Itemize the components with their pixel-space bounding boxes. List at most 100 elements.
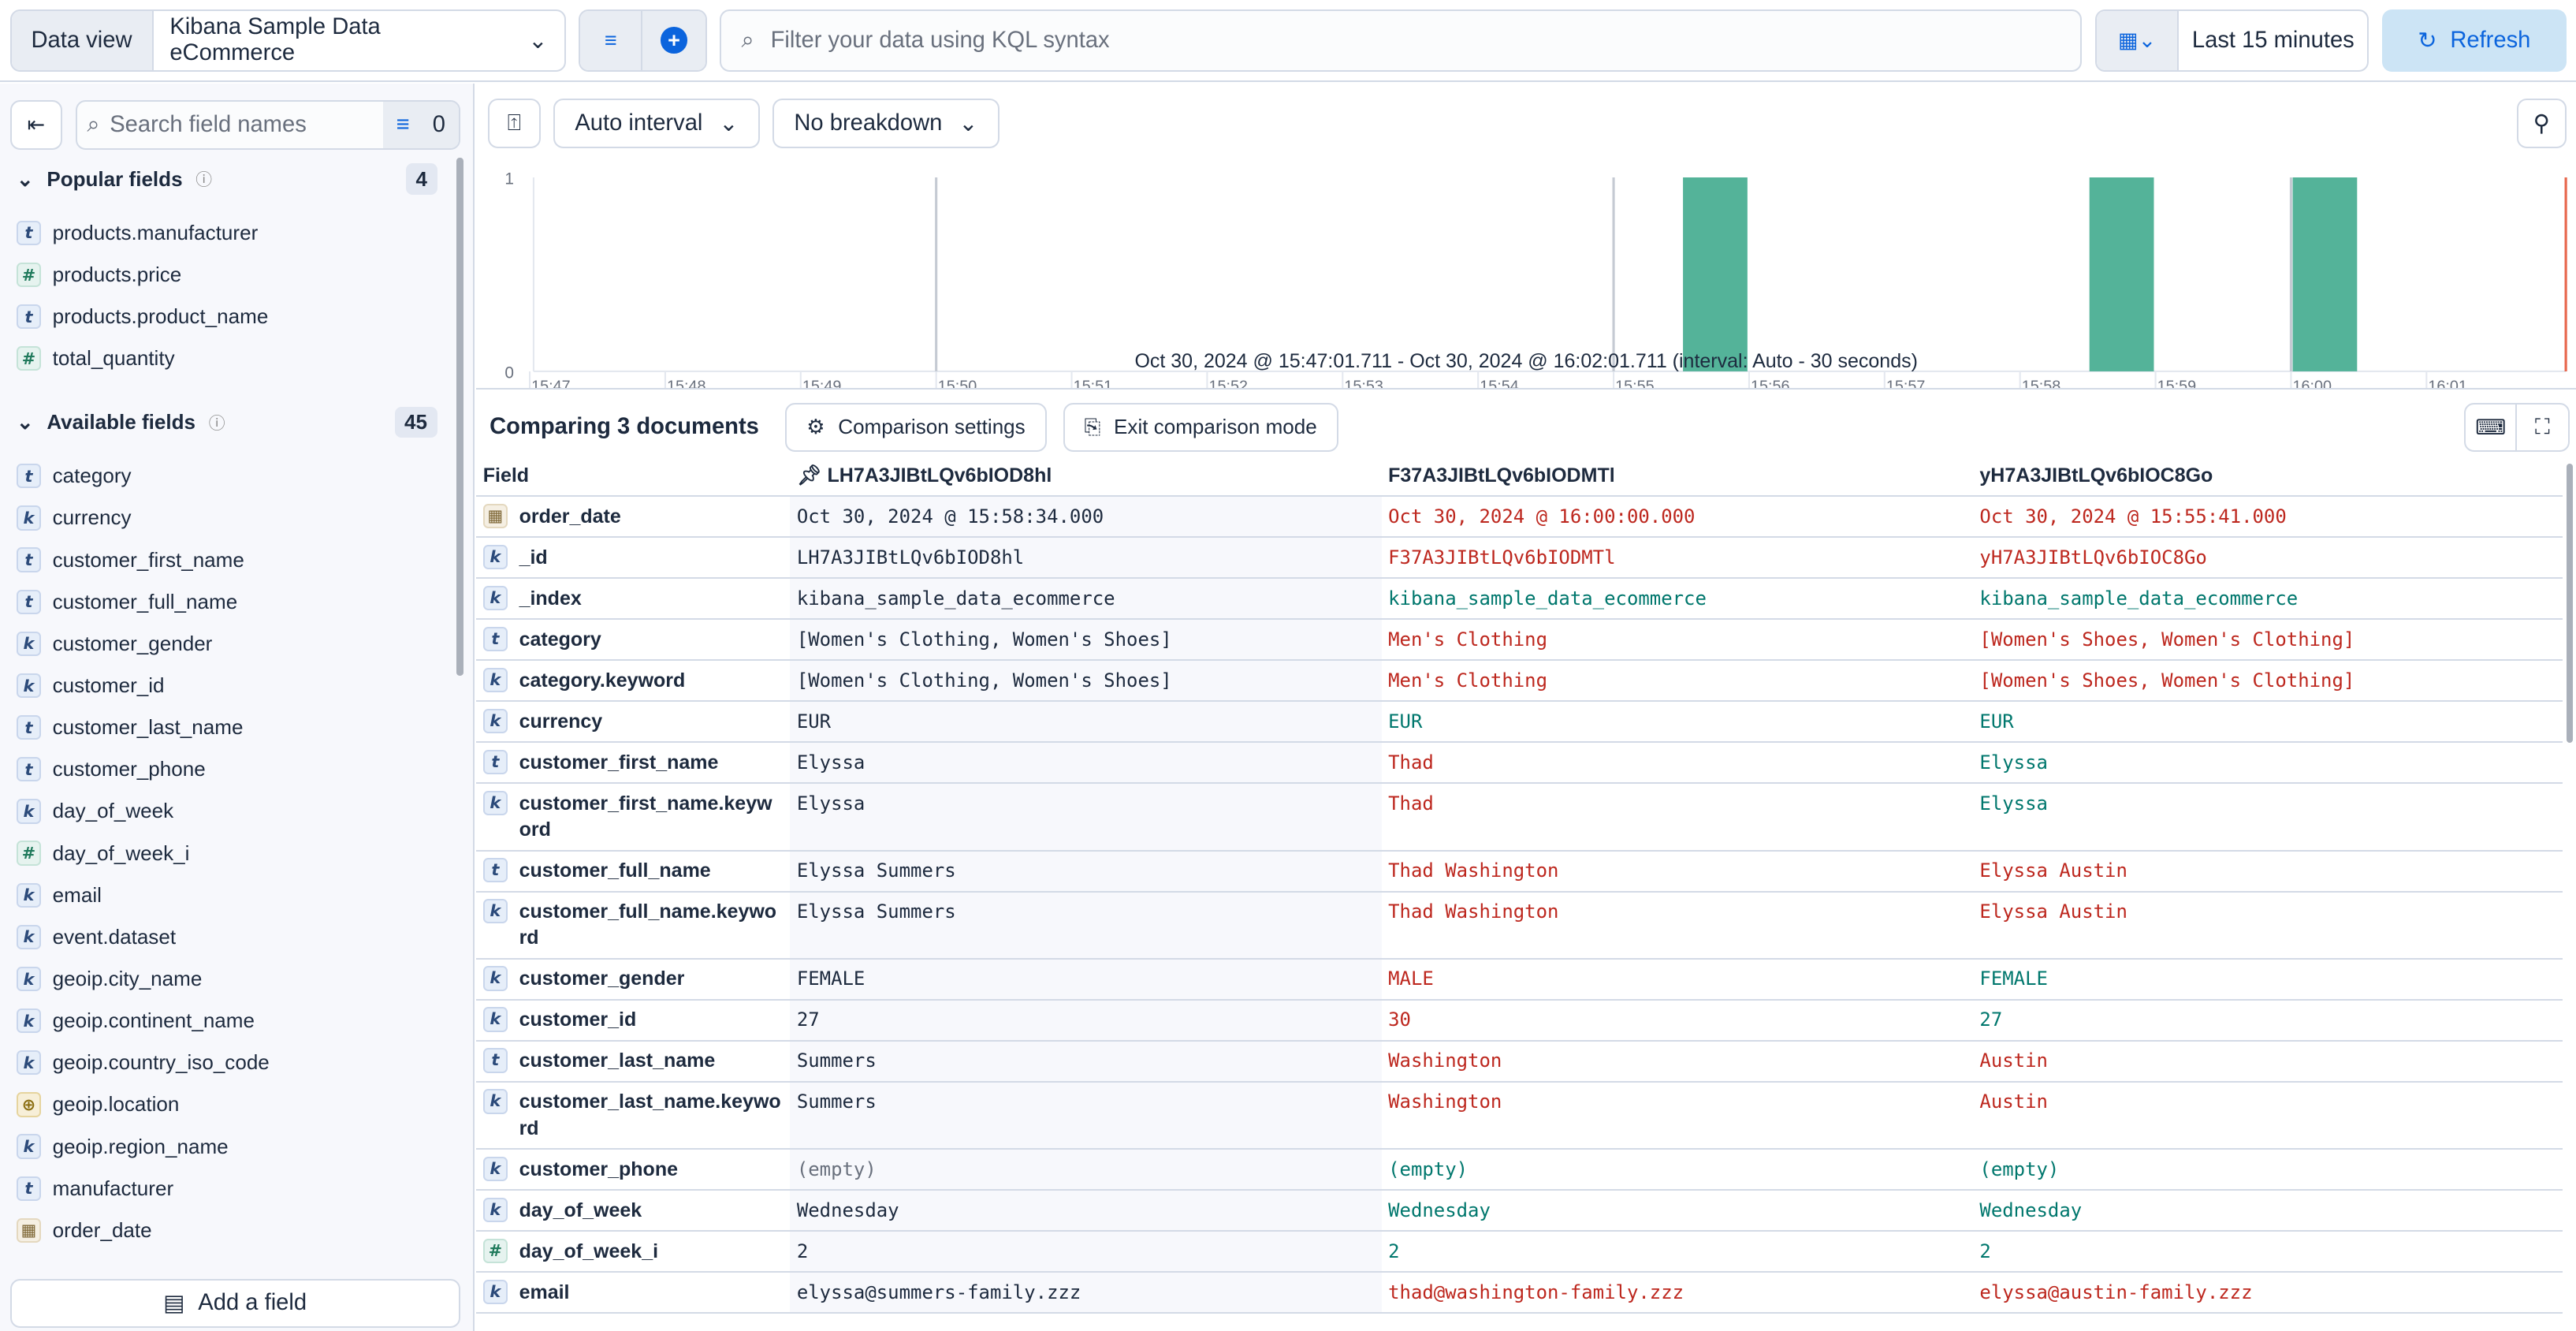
field-name: customer_phone — [519, 1158, 678, 1180]
table-row: ▦ order_date Oct 30, 2024 @ 15:58:34.000 Oc… — [476, 496, 2563, 539]
keyword-type-icon: k — [482, 899, 508, 924]
date-type-icon: ▦ — [16, 1217, 42, 1243]
collapse-sidebar-button[interactable]: ⇤ — [9, 100, 63, 150]
field-item[interactable]: t customer_full_name — [0, 581, 453, 623]
fullscreen-button[interactable]: ⛶ — [2517, 405, 2568, 451]
field-cell: k currency — [476, 701, 791, 744]
field-item[interactable]: k geoip.region_name — [0, 1126, 453, 1168]
section-title: Popular fields — [47, 166, 183, 191]
field-item[interactable]: t category — [0, 455, 453, 497]
filter-menu-button[interactable]: ≡ — [580, 10, 643, 70]
value-cell-doc-3: [Women's Shoes, Women's Clothing] — [1973, 619, 2563, 662]
field-name: day_of_week_i — [52, 841, 190, 865]
breakdown-select[interactable]: No breakdown ⌄ — [772, 99, 1000, 148]
toggle-histogram-button[interactable]: ⍐ — [487, 99, 541, 148]
histogram-chart[interactable]: 0 1 15:47 15:48 15:49 15:50 15:51 15:52 15:53 15:… — [476, 158, 2576, 388]
field-item[interactable]: # day_of_week_i — [0, 833, 453, 874]
field-name: manufacturer — [52, 1176, 174, 1200]
time-range-caption: Oct 30, 2024 @ 15:47:01.711 - Oct 30, 20… — [1134, 349, 1918, 372]
refresh-icon: ↻ — [2418, 28, 2437, 54]
keyword-type-icon: k — [482, 1279, 508, 1305]
y-tick-label: 0 — [505, 364, 515, 382]
table-scrollbar[interactable] — [2566, 463, 2573, 744]
value-cell-doc-1: Elyssa Summers — [790, 891, 1382, 960]
field-item[interactable]: t products.product_name — [0, 296, 453, 337]
field-item[interactable]: # total_quantity — [0, 337, 453, 379]
calendar-dropdown-button[interactable]: ▦⌄ — [2097, 10, 2180, 70]
column-header-doc-2[interactable]: F37A3JIBtLQv6bIODMTl — [1381, 457, 1974, 498]
field-item[interactable]: k currency — [0, 497, 453, 539]
field-cell: k customer_last_name.keyword — [476, 1082, 791, 1150]
field-item[interactable]: k customer_gender — [0, 623, 453, 665]
data-view-picker[interactable]: Data view Kibana Sample Data eCommerce ⌄ — [9, 9, 566, 72]
field-item[interactable]: t customer_first_name — [0, 539, 453, 581]
field-cell: k customer_phone — [476, 1149, 791, 1191]
value-cell-doc-2: 2 — [1381, 1231, 1974, 1273]
value-cell-doc-3: Oct 30, 2024 @ 15:55:41.000 — [1973, 496, 2563, 539]
section-count: 4 — [406, 163, 437, 195]
visualize-button[interactable]: ⚲ — [2517, 99, 2567, 148]
keyboard-shortcuts-button[interactable]: ⌨ — [2466, 404, 2518, 451]
field-name: event.dataset — [52, 924, 177, 949]
column-header-doc-1[interactable]: 📌︎ LH7A3JIBtLQv6bIOD8hl — [790, 457, 1382, 498]
value-cell-doc-2: F37A3JIBtLQv6bIODMTl — [1381, 537, 1974, 580]
comparison-settings-button[interactable]: ⚙ Comparison settings — [785, 402, 1047, 453]
value-cell-doc-3: Elyssa Austin — [1973, 891, 2563, 960]
field-item[interactable]: t customer_phone — [0, 748, 453, 790]
field-item[interactable]: t customer_last_name — [0, 707, 453, 748]
keyword-type-icon: k — [482, 708, 508, 733]
x-tick-label: 15:55 — [1616, 378, 1655, 388]
table-row: k customer_full_name.keyword Elyssa Summer… — [476, 891, 2563, 960]
field-item[interactable]: ⊕ geoip.location — [0, 1083, 453, 1125]
field-search-input[interactable]: ⌕ Search field names ≡ 0 — [75, 100, 460, 150]
kql-search-input[interactable]: ⌕ Filter your data using KQL syntax — [720, 9, 2083, 72]
field-cell: t category — [476, 619, 791, 662]
field-name: day_of_week — [52, 799, 174, 823]
field-item[interactable]: # products.price — [0, 254, 453, 296]
field-item[interactable]: ▦ order_date — [0, 1210, 453, 1251]
value-cell-doc-2: Wednesday — [1381, 1190, 1974, 1232]
field-item[interactable]: k geoip.city_name — [0, 958, 453, 1000]
chevron-down-icon: ⌄ — [959, 110, 978, 136]
field-item[interactable]: k customer_id — [0, 665, 453, 707]
field-item[interactable]: k day_of_week — [0, 790, 453, 832]
column-header-doc-3[interactable]: yH7A3JIBtLQv6bIOC8Go — [1973, 457, 2563, 498]
text-type-icon: t — [16, 220, 42, 246]
field-name: customer_full_name — [519, 859, 711, 882]
settings-label: Comparison settings — [838, 415, 1026, 439]
value-cell-doc-2: Thad Washington — [1381, 850, 1974, 893]
keyword-type-icon: k — [482, 585, 508, 610]
field-name: currency — [519, 710, 603, 733]
interval-select[interactable]: Auto interval ⌄ — [553, 99, 760, 148]
x-tick-label: 15:58 — [2022, 378, 2061, 388]
x-tick-label: 15:49 — [802, 378, 842, 388]
section-available[interactable]: ⌄ Available fields ⓘ 45 — [0, 403, 453, 442]
value-cell-doc-1: Wednesday — [790, 1190, 1382, 1232]
keyword-type-icon: k — [16, 673, 42, 699]
field-item[interactable]: k event.dataset — [0, 916, 453, 958]
chart-toggle-icon: ⍐ — [507, 110, 522, 136]
add-field-button[interactable]: ▤ Add a field — [9, 1278, 460, 1329]
field-filter-button[interactable]: ≡ 0 — [382, 102, 459, 148]
keyword-type-icon: k — [16, 1050, 42, 1076]
plus-circle-icon: + — [661, 27, 687, 54]
field-name: order_date — [52, 1217, 152, 1242]
field-item[interactable]: k geoip.continent_name — [0, 1000, 453, 1042]
date-picker[interactable]: ▦⌄ Last 15 minutes — [2095, 9, 2369, 72]
field-name: category.keyword — [519, 669, 686, 692]
field-item[interactable]: k geoip.country_iso_code — [0, 1042, 453, 1083]
field-item[interactable]: k email — [0, 874, 453, 916]
field-item[interactable]: t manufacturer — [0, 1168, 453, 1210]
text-type-icon: t — [16, 757, 42, 782]
number-type-icon: # — [16, 346, 42, 371]
value-cell-doc-2: Washington — [1381, 1041, 1974, 1083]
value-cell-doc-1: 27 — [790, 1000, 1382, 1042]
sidebar-scrollbar[interactable] — [456, 158, 463, 676]
add-filter-button[interactable]: + — [642, 10, 705, 70]
field-item[interactable]: t products.manufacturer — [0, 212, 453, 254]
section-popular[interactable]: ⌄ Popular fields ⓘ 4 — [0, 159, 453, 199]
refresh-button[interactable]: ↻ Refresh — [2382, 9, 2567, 72]
field-cell: k customer_first_name.keyword — [476, 783, 791, 852]
exit-comparison-button[interactable]: ⎘ Exit comparison mode — [1063, 402, 1338, 453]
field-cell: k customer_full_name.keyword — [476, 891, 791, 960]
